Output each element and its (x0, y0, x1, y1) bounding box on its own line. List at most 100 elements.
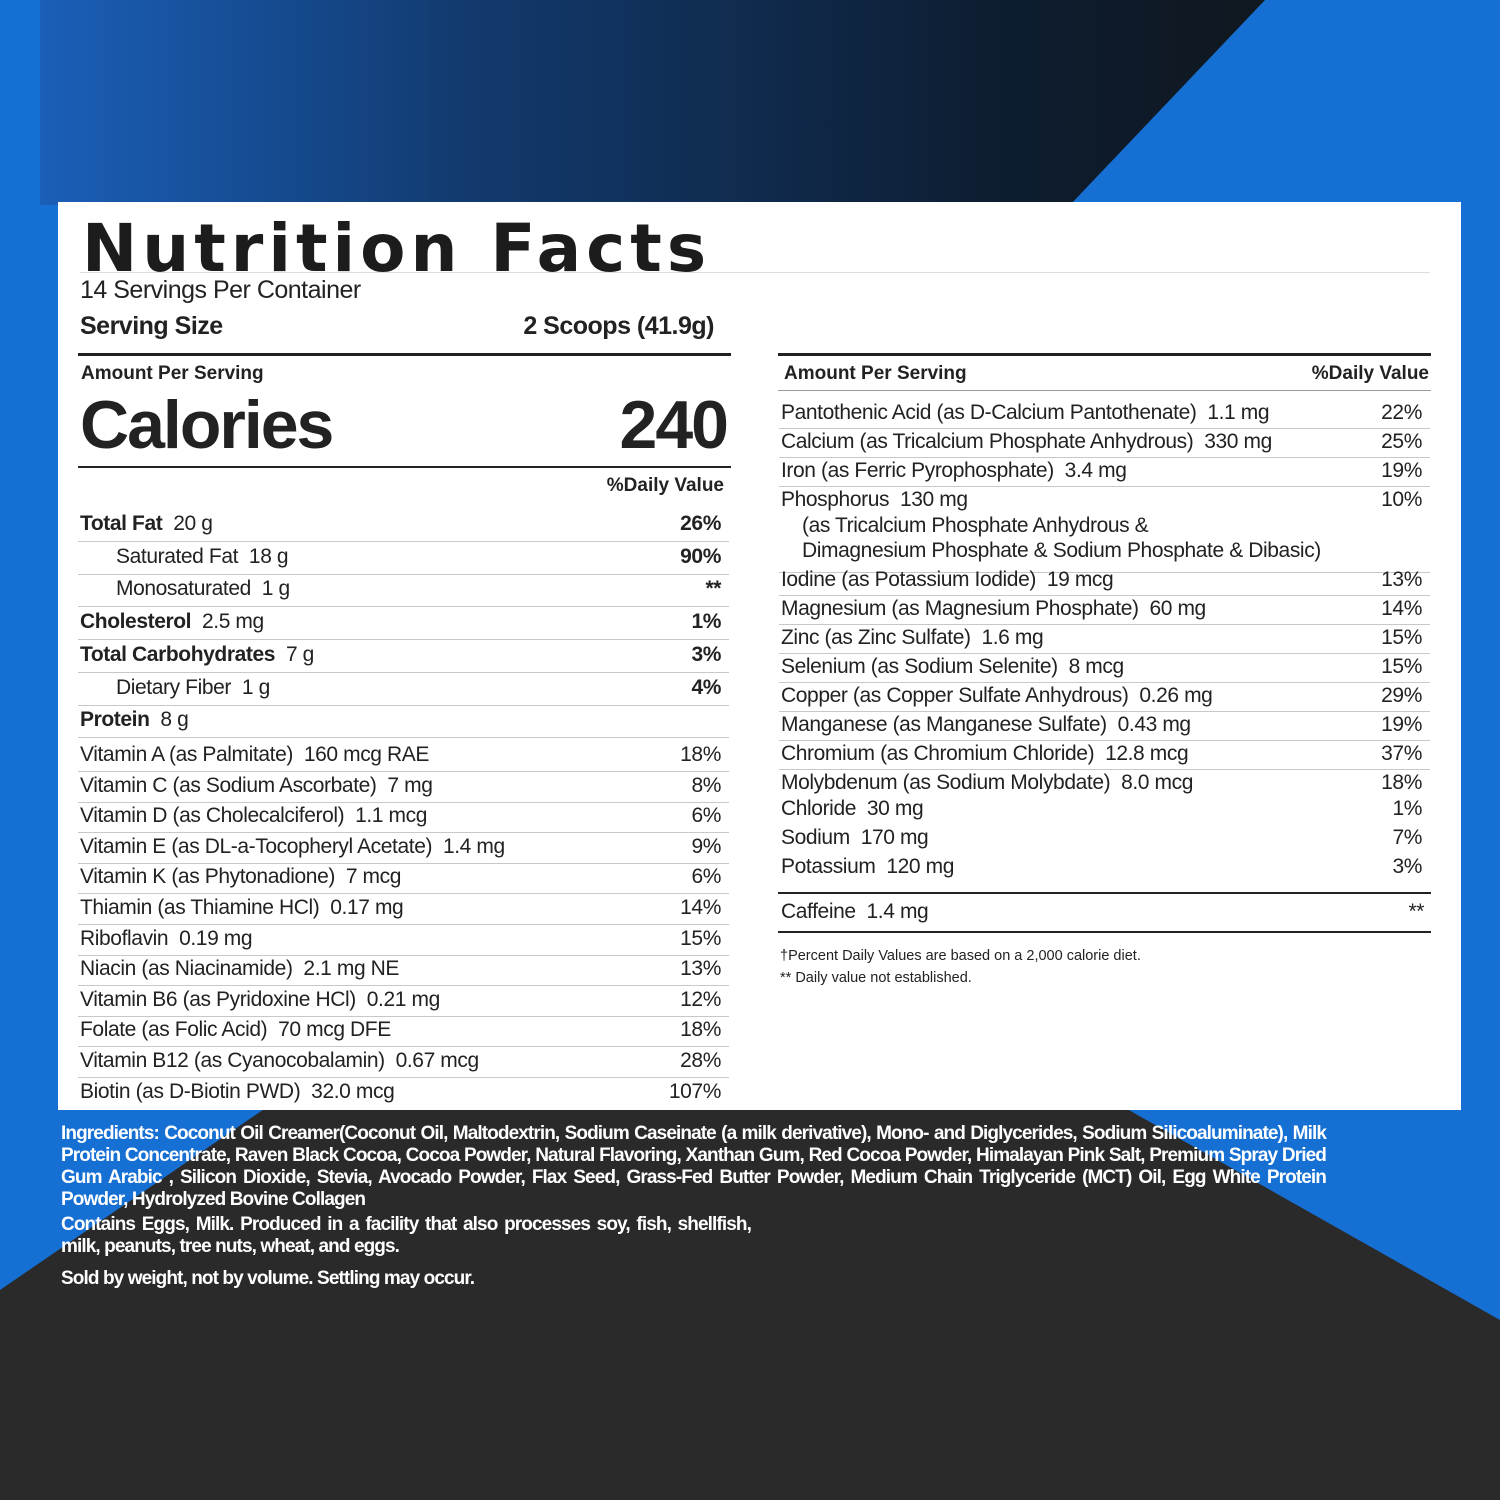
row-divider (78, 671, 729, 673)
row-divider (78, 771, 729, 772)
caffeine-row: Caffeine 1.4 mg ** (781, 900, 1424, 924)
nutrient-amount: 1.1 mcg (355, 804, 427, 828)
nutrient-amount: 1.4 mg (866, 900, 929, 923)
nutrient-amount: 120 mg (886, 855, 954, 878)
row-divider (779, 711, 1430, 712)
serving-size-label: Serving Size (80, 312, 223, 340)
ingredients-text: Ingredients: Coconut Oil Creamer(Coconut… (61, 1123, 1327, 1210)
right-daily-value-header: %Daily Value (1311, 363, 1429, 384)
nutrient-amount: 0.17 mg (330, 896, 404, 919)
daily-value-header: %Daily Value (606, 475, 724, 496)
row-divider (78, 954, 729, 956)
nutrient-row: Pantothenic Acid (as D-Calcium Pantothen… (781, 401, 1422, 425)
nutrient-row: Zinc (as Zinc Sulfate) 1.6 mg 15% (781, 626, 1422, 650)
nutrient-name: Cholesterol (80, 610, 192, 634)
nutrient-name: Vitamin A (as Palmitate) (80, 743, 293, 766)
settling-statement: Sold by weight, not by volume. Settling … (61, 1268, 475, 1289)
nutrient-amount: 1.4 mg (442, 834, 505, 858)
nutrient-name: Vitamin B12 (as Cyanocobalamin) (80, 1049, 385, 1072)
row-divider (779, 457, 1430, 458)
nutrient-row: Total Carbohydrates 7 g 3% (80, 643, 721, 667)
nutrient-row: Biotin (as D-Biotin PWD) 32.0 mcg 107% (80, 1080, 721, 1104)
nutrient-name: Copper (as Copper Sulfate Anhydrous) (781, 684, 1129, 707)
nutrient-amount: 2.5 mg (202, 610, 264, 634)
nutrient-dv: 6% (691, 865, 721, 889)
row-divider (78, 541, 729, 542)
servings-per-container: 14 Servings Per Container (80, 276, 361, 304)
nutrient-name: Magnesium (as Magnesium Phosphate) (781, 597, 1139, 620)
nutrient-amount: 1 g (261, 577, 290, 601)
nutrient-name: Calcium (as Tricalcium Phosphate Anhydro… (781, 430, 1194, 453)
nutrient-amount: 3.4 mg (1064, 459, 1127, 482)
nutrient-amount: 7 mg (387, 773, 433, 797)
nutrient-dv: 107% (668, 1079, 722, 1103)
nutrient-dv: 14% (680, 896, 721, 919)
nutrient-name: Total Carbohydrates (80, 642, 276, 666)
nutrient-name: Vitamin C (as Sodium Ascorbate) (80, 773, 377, 797)
row-divider (78, 862, 729, 864)
nutrient-row: Saturated Fat 18 g 90% (80, 545, 721, 569)
nutrient-amount: 8 mcg (1068, 655, 1125, 678)
nutrient-name: Chromium (as Chromium Chloride) (781, 742, 1095, 765)
nutrient-name: Chloride (781, 797, 857, 820)
nutrient-name: Monosaturated (116, 577, 251, 601)
nutrient-name: Molybdenum (as Sodium Molybdate) (781, 771, 1111, 794)
nutrient-name: Manganese (as Manganese Sulfate) (781, 713, 1107, 736)
nutrient-dv: 12% (680, 987, 721, 1011)
nutrient-name: Potassium (781, 855, 876, 878)
nutrient-dv: 14% (1381, 597, 1422, 620)
nutrient-row: Dietary Fiber 1 g 4% (80, 676, 721, 700)
nutrient-amount: 160 mcg RAE (303, 743, 430, 766)
nutrient-name: Saturated Fat (116, 544, 239, 568)
nutrient-amount: 1.1 mg (1207, 401, 1270, 424)
nutrient-dv: 28% (680, 1049, 721, 1072)
nutrient-dv: 90% (680, 544, 721, 568)
nutrient-row: Chloride 30 mg 1% (781, 797, 1422, 821)
divider (78, 466, 731, 468)
nutrient-amount: 8 g (160, 708, 189, 732)
right-amount-per-serving: Amount Per Serving (784, 363, 967, 384)
nutrient-dv: ** (705, 577, 721, 601)
nutrient-row: Selenium (as Sodium Selenite) 8 mcg 15% (781, 655, 1422, 679)
calories-value: 240 (619, 387, 729, 463)
divider (778, 892, 1431, 894)
nutrient-amount: 7 mcg (345, 865, 402, 889)
nutrient-name: Vitamin K (as Phytonadione) (80, 865, 335, 889)
nutrient-row: Potassium 120 mg 3% (781, 855, 1422, 879)
nutrient-name: Zinc (as Zinc Sulfate) (781, 626, 971, 649)
row-divider (78, 924, 729, 925)
row-divider (779, 595, 1430, 596)
nutrient-dv: 22% (1381, 401, 1422, 424)
nutrient-amount: 0.43 mg (1117, 713, 1191, 736)
nutrient-name: Thiamin (as Thiamine HCl) (80, 896, 320, 919)
row-divider (78, 893, 729, 895)
nutrient-name: Vitamin B6 (as Pyridoxine HCl) (80, 987, 356, 1011)
serving-size-value: 2 Scoops (41.9g) (523, 312, 714, 340)
nutrient-amount: 0.67 mcg (395, 1049, 480, 1072)
nutrient-row: Phosphorus 130 mg 10% (781, 488, 1422, 512)
nutrient-dv: 3% (1392, 855, 1422, 878)
nutrient-name: Phosphorus (781, 488, 890, 511)
nutrient-amount: 0.21 mg (366, 987, 440, 1011)
row-divider (78, 1015, 729, 1017)
nutrient-dv: 13% (1381, 568, 1422, 591)
nutrient-dv: 9% (691, 834, 721, 858)
divider (778, 353, 1431, 356)
footnote-daily-values: †Percent Daily Values are based on a 2,0… (780, 948, 1141, 964)
nutrient-name: Protein (80, 708, 150, 732)
nutrient-amount: 18 g (248, 544, 289, 568)
nutrient-amount: 60 mg (1149, 597, 1206, 620)
nutrient-dv: 6% (691, 804, 721, 828)
nutrient-dv: 18% (680, 743, 721, 766)
nutrient-row: Sodium 170 mg 7% (781, 826, 1422, 850)
nutrient-dv: ** (1408, 900, 1424, 923)
nutrient-dv: 15% (1381, 626, 1422, 649)
nutrient-name: Dietary Fiber (116, 675, 231, 699)
row-divider (78, 1046, 729, 1048)
nutrient-row: Niacin (as Niacinamide) 2.1 mg NE 13% (80, 957, 721, 981)
nutrient-note: Dimagnesium Phosphate & Sodium Phosphate… (802, 539, 1321, 562)
allergen-statement: Contains Eggs, Milk. Produced in a facil… (61, 1214, 752, 1257)
nutrient-amount: 32.0 mcg (311, 1079, 395, 1103)
nutrient-dv: 29% (1381, 684, 1422, 707)
nutrient-row: Total Fat 20 g 26% (80, 512, 721, 536)
